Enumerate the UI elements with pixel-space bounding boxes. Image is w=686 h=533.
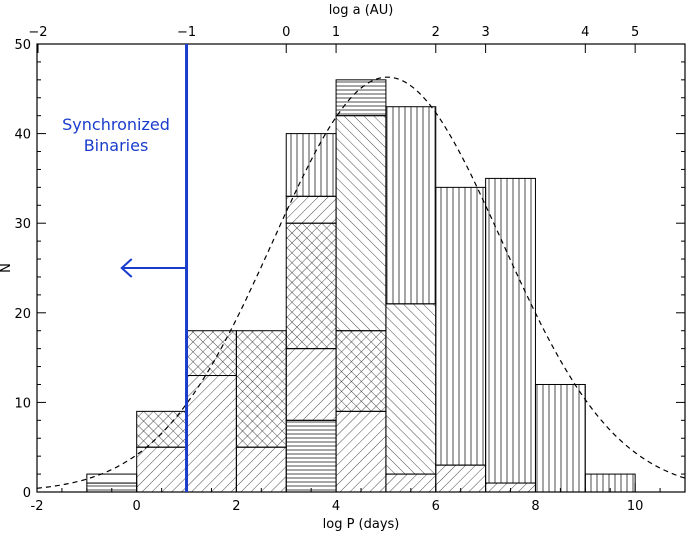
- histogram-bin: [235, 330, 287, 493]
- histogram-segment: [485, 177, 536, 484]
- histogram-segment: [385, 303, 437, 475]
- histogram-segment: [235, 330, 287, 448]
- x-tick-label: 6: [432, 499, 440, 514]
- histogram-segment: [335, 410, 387, 493]
- annotation: Synchronized Binaries: [62, 44, 189, 492]
- x2-tick-label: 2: [432, 25, 440, 40]
- histogram-bin: [136, 410, 188, 493]
- x-axis-label: log P (days): [323, 517, 400, 532]
- x-tick-label: 4: [332, 499, 340, 514]
- histogram-segment: [285, 348, 337, 421]
- histogram-segment: [534, 383, 586, 493]
- histogram-segment: [285, 222, 337, 350]
- histogram-segment: [86, 473, 138, 484]
- histogram-segment: [435, 464, 487, 493]
- y-tick-label: 10: [14, 396, 31, 411]
- x2-tick-label: −2: [28, 25, 47, 40]
- y-tick-label: 30: [14, 217, 31, 232]
- y-tick-label: 50: [14, 38, 31, 53]
- x2-tick-label: 4: [581, 25, 589, 40]
- histogram-segment: [136, 410, 188, 448]
- histogram-bin: [186, 330, 237, 493]
- histogram-segment: [136, 446, 188, 493]
- y-tick-label: 0: [23, 486, 31, 501]
- histogram-segment: [285, 195, 337, 224]
- histogram-bin: [534, 383, 586, 493]
- x2-tick-label: 5: [631, 25, 639, 40]
- x2-tick-label: 3: [481, 25, 489, 40]
- x2-tick-label: 1: [332, 25, 340, 40]
- histogram-segment: [335, 79, 387, 117]
- histogram-bin: [435, 186, 487, 493]
- y-axis-label: N: [0, 263, 14, 273]
- annotation-text: Binaries: [84, 136, 149, 155]
- histogram-bars: [86, 79, 636, 493]
- gaussian-fit-curve: [36, 76, 686, 489]
- x-tick-label: 0: [133, 499, 141, 514]
- x-tick-label: 10: [627, 499, 644, 514]
- x2-axis-label: log a (AU): [329, 3, 394, 18]
- histogram-segment: [186, 330, 237, 377]
- histogram-segment: [385, 106, 437, 305]
- y-tick-label: 20: [14, 307, 31, 322]
- histogram-segment: [335, 330, 387, 412]
- x2-tick-label: −1: [177, 25, 196, 40]
- histogram-segment: [235, 446, 287, 493]
- histogram-bin: [485, 177, 536, 493]
- x2-tick-label: 0: [282, 25, 290, 40]
- histogram-bin: [285, 133, 337, 493]
- histogram-segment: [285, 419, 337, 493]
- histogram-bin: [385, 106, 437, 493]
- annotation-text: Synchronized: [62, 115, 170, 134]
- y-tick-label: 40: [14, 128, 31, 143]
- x-tick-label: 8: [531, 499, 539, 514]
- histogram-segment: [435, 186, 487, 466]
- histogram-segment: [186, 375, 237, 493]
- histogram-bin: [335, 79, 387, 493]
- histogram-segment: [285, 133, 337, 197]
- histogram-segment: [335, 115, 387, 332]
- x-tick-label: 2: [232, 499, 240, 514]
- x-tick-label: -2: [31, 499, 44, 514]
- arrow-head-icon: [120, 258, 133, 278]
